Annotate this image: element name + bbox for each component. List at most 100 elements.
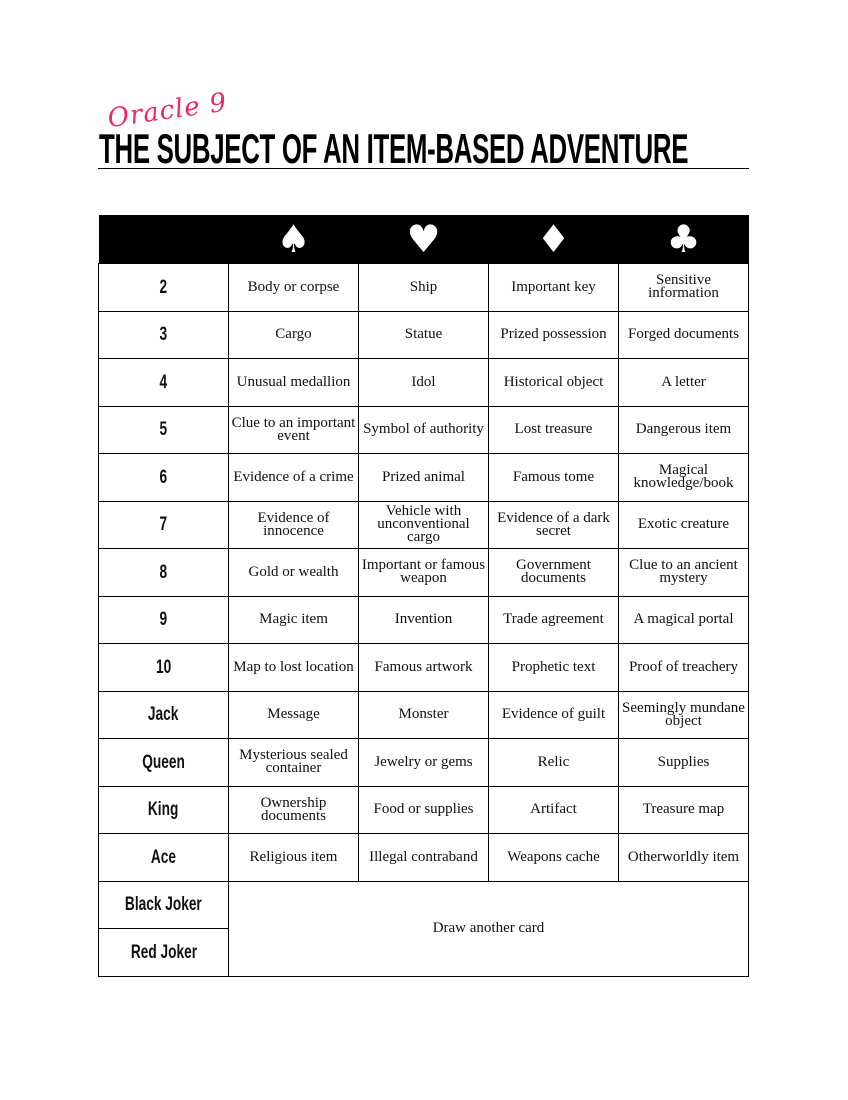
table-cell: Vehicle with unconventional cargo (358, 500, 489, 549)
card-label-text: 10 (155, 656, 172, 678)
table-row: 3 Cargo Statue Prized possession Forged docu… (98, 310, 749, 359)
page-title: THE SUBJECT OF AN ITEM-BASED ADVENTURE (99, 125, 689, 172)
table-row: 10 Map to lost location Famous artwork Prop… (98, 643, 749, 692)
table-cell: Ship (358, 263, 489, 312)
table-cell: Prized possession (488, 310, 619, 359)
table-cell: Exotic creature (618, 500, 749, 549)
table-cell: Clue to an ancient mystery (618, 548, 749, 597)
card-label: 10 (98, 643, 229, 692)
card-label-text: 4 (159, 371, 168, 393)
table-row: 7 Evidence of innocence Vehicle with uncon… (98, 500, 749, 549)
table-cell: Prized animal (358, 453, 489, 502)
card-label: King (98, 785, 229, 834)
table-cell: Forged documents (618, 310, 749, 359)
table-cell: Evidence of guilt (488, 690, 619, 739)
table-cell: Prophetic text (488, 643, 619, 692)
table-cell: Government documents (488, 548, 619, 597)
card-label-text: Red Joker (130, 941, 197, 963)
card-label: 6 (98, 453, 229, 502)
table-row: Ace Religious item Illegal contraband Weapo… (98, 833, 749, 882)
table-cell: Statue (358, 310, 489, 359)
table-cell: Map to lost location (228, 643, 359, 692)
table-cell: Famous artwork (358, 643, 489, 692)
suit-header-row: ♠ ♥ ♦ ♣ (98, 215, 749, 264)
table-cell: Otherworldly item (618, 833, 749, 882)
card-label-text: 3 (159, 324, 168, 346)
table-cell: A letter (618, 358, 749, 407)
table-cell: Religious item (228, 833, 359, 882)
table-row: 9 Magic item Invention Trade agreement A mag… (98, 595, 749, 644)
card-label-text: 2 (159, 276, 168, 298)
table-row: King Ownership documents Food or supplies A… (98, 785, 749, 834)
card-label-text: 9 (159, 609, 168, 631)
oracle-table: ♠ ♥ ♦ ♣ 2 Body or corpse Ship Important key Sen… (98, 215, 749, 977)
table-cell: Jewelry or gems (358, 738, 489, 787)
table-row: Jack Message Monster Evidence of guilt Seemi… (98, 690, 749, 739)
table-row: Queen Mysterious sealed container Jewelry … (98, 738, 749, 787)
table-cell: Relic (488, 738, 619, 787)
diamond-icon: ♦ (488, 215, 619, 264)
table-cell: Dangerous item (618, 405, 749, 454)
table-cell: Body or corpse (228, 263, 359, 312)
table-cell: Evidence of a dark secret (488, 500, 619, 549)
table-cell: Important key (488, 263, 619, 312)
table-cell: Supplies (618, 738, 749, 787)
card-label-text: 5 (159, 419, 168, 441)
table-cell: Cargo (228, 310, 359, 359)
joker-result: Draw another card (228, 880, 749, 977)
table-row: 6 Evidence of a crime Prized animal Famous … (98, 453, 749, 502)
table-cell: Important or famous weapon (358, 548, 489, 597)
table-row: 8 Gold or wealth Important or famous weapo… (98, 548, 749, 597)
club-icon: ♣ (618, 215, 749, 264)
card-label-text: 6 (159, 466, 168, 488)
title-divider (98, 168, 749, 169)
card-label: Jack (98, 690, 229, 739)
card-label-text: 7 (159, 514, 168, 536)
table-row: 4 Unusual medallion Idol Historical object A… (98, 358, 749, 407)
table-cell: Symbol of authority (358, 405, 489, 454)
table-cell: Magic item (228, 595, 359, 644)
table-cell: Trade agreement (488, 595, 619, 644)
table-cell: Evidence of innocence (228, 500, 359, 549)
spade-icon: ♠ (228, 215, 359, 264)
table-cell: Lost treasure (488, 405, 619, 454)
table-cell: Sensitive information (618, 263, 749, 312)
card-label: Queen (98, 738, 229, 787)
table-cell: Illegal contraband (358, 833, 489, 882)
table-cell: Artifact (488, 785, 619, 834)
table-row-red-joker: Red Joker (98, 928, 749, 977)
table-cell: Message (228, 690, 359, 739)
table-cell: Historical object (488, 358, 619, 407)
table-row: 5 Clue to an important event Symbol of aut… (98, 405, 749, 454)
header-blank (98, 215, 229, 264)
card-label: Ace (98, 833, 229, 882)
table-cell: Evidence of a crime (228, 453, 359, 502)
table-cell: Seemingly mundane object (618, 690, 749, 739)
table-cell: Invention (358, 595, 489, 644)
table-cell: Weapons cache (488, 833, 619, 882)
card-label: Red Joker (98, 928, 229, 977)
card-label-text: Queen (142, 751, 185, 773)
card-label: 2 (98, 263, 229, 312)
table-cell: Clue to an important event (228, 405, 359, 454)
table-cell: Mysterious sealed container (228, 738, 359, 787)
card-label-text: Jack (148, 704, 179, 726)
card-label: 7 (98, 500, 229, 549)
table-cell: Famous tome (488, 453, 619, 502)
table-cell: Ownership documents (228, 785, 359, 834)
card-label: 4 (98, 358, 229, 407)
table-cell: Gold or wealth (228, 548, 359, 597)
card-label: Black Joker (98, 880, 229, 929)
table-cell: Unusual medallion (228, 358, 359, 407)
table-cell: Magical knowledge/book (618, 453, 749, 502)
card-label-text: Black Joker (125, 894, 202, 916)
heart-icon: ♥ (358, 215, 489, 264)
card-label: 3 (98, 310, 229, 359)
card-label-text: 8 (159, 561, 168, 583)
table-cell: A magical portal (618, 595, 749, 644)
table-cell: Treasure map (618, 785, 749, 834)
card-label-text: King (148, 799, 179, 821)
card-label: 5 (98, 405, 229, 454)
table-row: 2 Body or corpse Ship Important key Sensitiv… (98, 263, 749, 312)
table-cell: Idol (358, 358, 489, 407)
